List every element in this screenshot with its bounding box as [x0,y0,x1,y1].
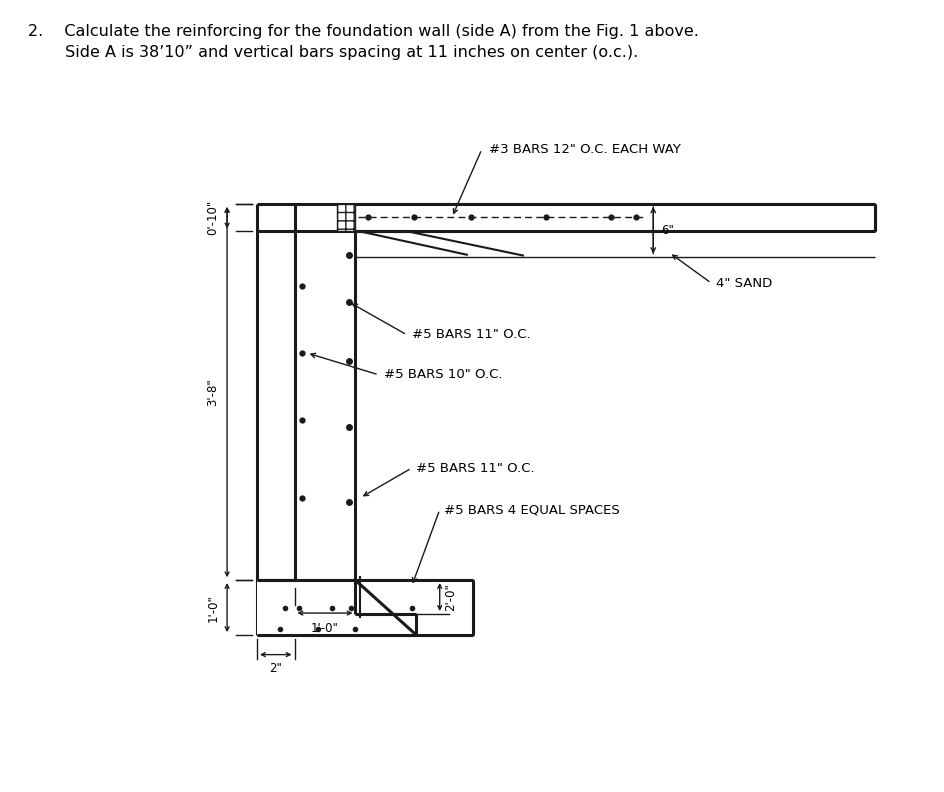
Text: 1'-0": 1'-0" [207,594,219,622]
Text: #5 BARS 11" O.C.: #5 BARS 11" O.C. [416,462,534,474]
Bar [257,581,472,635]
Text: 6": 6" [660,224,673,237]
Bar [336,204,355,231]
Text: #5 BARS 11" O.C.: #5 BARS 11" O.C. [412,329,530,341]
Text: 4" SAND: 4" SAND [716,276,771,290]
Text: 2.  Calculate the reinforcing for the foundation wall (side A) from the Fig. 1 a: 2. Calculate the reinforcing for the fou… [27,24,698,39]
Text: 0'-10": 0'-10" [207,200,219,235]
Text: Side A is 38’10” and vertical bars spacing at 11 inches on center (o.c.).: Side A is 38’10” and vertical bars spaci… [27,45,637,60]
Text: 2'-0": 2'-0" [444,583,457,611]
Text: 2": 2" [269,662,282,676]
Text: 1'-0": 1'-0" [311,623,339,635]
Text: #3 BARS 12" O.C. EACH WAY: #3 BARS 12" O.C. EACH WAY [489,143,681,156]
Text: 3'-8": 3'-8" [207,379,219,406]
Text: #5 BARS 10" O.C.: #5 BARS 10" O.C. [383,368,501,381]
Bar [355,204,874,231]
Text: #5 BARS 4 EQUAL SPACES: #5 BARS 4 EQUAL SPACES [444,503,619,516]
